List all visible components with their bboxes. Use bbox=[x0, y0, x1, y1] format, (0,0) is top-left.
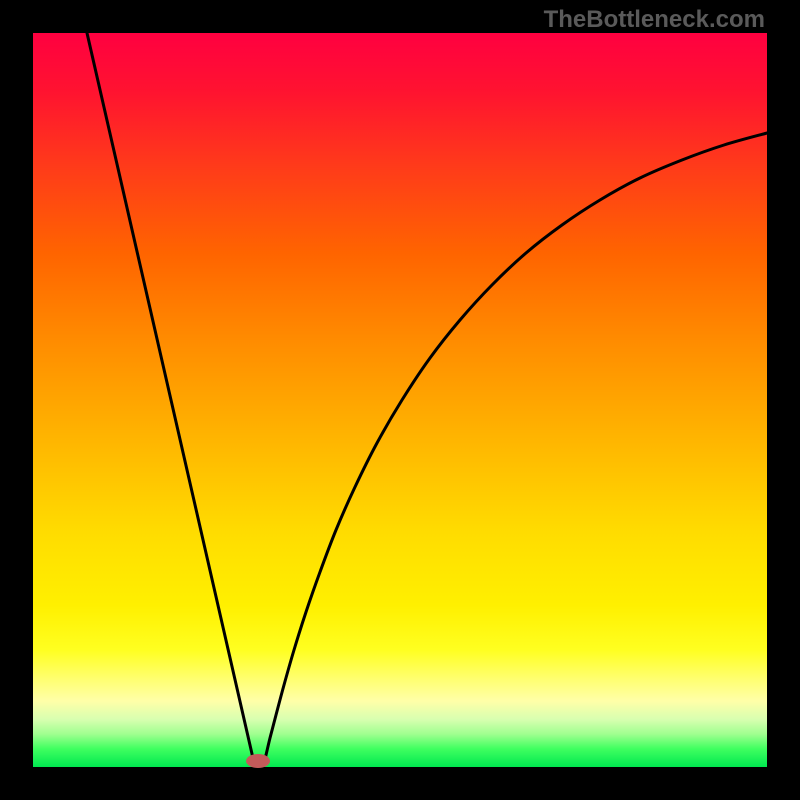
right-curve bbox=[263, 133, 767, 767]
watermark-text: TheBottleneck.com bbox=[544, 6, 765, 34]
minimum-marker bbox=[246, 754, 270, 768]
chart-container: TheBottleneck.com bbox=[0, 0, 800, 800]
left-curve bbox=[87, 33, 255, 767]
curves-layer bbox=[0, 0, 800, 800]
